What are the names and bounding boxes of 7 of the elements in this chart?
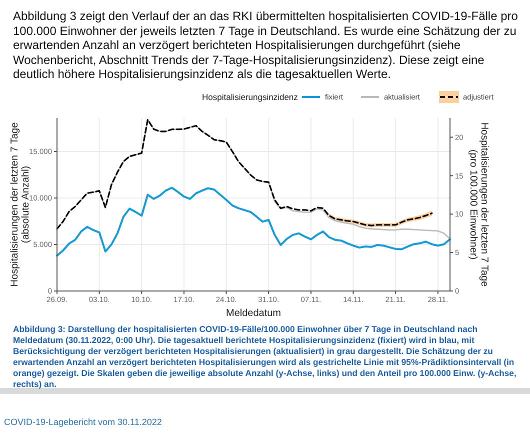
x-axis-title: Meldedatum [226,308,282,319]
line-series [56,186,451,257]
legend-title: Hospitalisierungsinzidenz [202,92,298,102]
text: COVID-19-Lagebericht vom 30.11.2022 [4,417,162,427]
text: Abbildung 3: Darstellung der hospitalisierten COVID-19-Fälle/100.000 Einwohner über 7 Tage in Deutschland nach Meldedatum (30.11.2022, 0:00 Uhr). Die tagesaktuell berichtete Hospitalisierungsinzidenz (fixiert) wird in blau, mit Berücksichtigung der verzögert berichteten Hospitalisierungen (aktualisiert) in grau dargestellt. Die Schätzung der zu erwartenden Anzahl an verzögert berichteten Hospitalisierungen wird als gestrichelte Linie mit 95%-Prädiktionsintervall (in orange) gezeigt. Die Skalen geben die jeweilige absolute Anzahl (y-Achse, links) und den Anteil pro 100.000 Einw. (y-Achse, rechts) an. [13,324,518,390]
chart-title: Abbildung 3 zeigt den Verlauf der an das RKI übermittelten hospitalisierten COVID-19-Fälle pro 100.000 Einwohner der jeweils letzten 7 Tage in Deutschland. Es wurde eine Schätzung der zu erwartenden Anzahl an verzögert berichteten Hospitalisierungen durchgeführt (siehe Wochenbericht, Abschnitt Trends der 7-Tage-Hospitalisierungsinzidenz). Diese zeigt eine deutlich höhere Hospitalisierungsinzidenz als die tagesaktuellen Werte. [13,9,519,82]
y2-axis-title: Hospitalisierungen der letzten 7 Tage (pro 100.000 Einwohner) [468,122,490,288]
